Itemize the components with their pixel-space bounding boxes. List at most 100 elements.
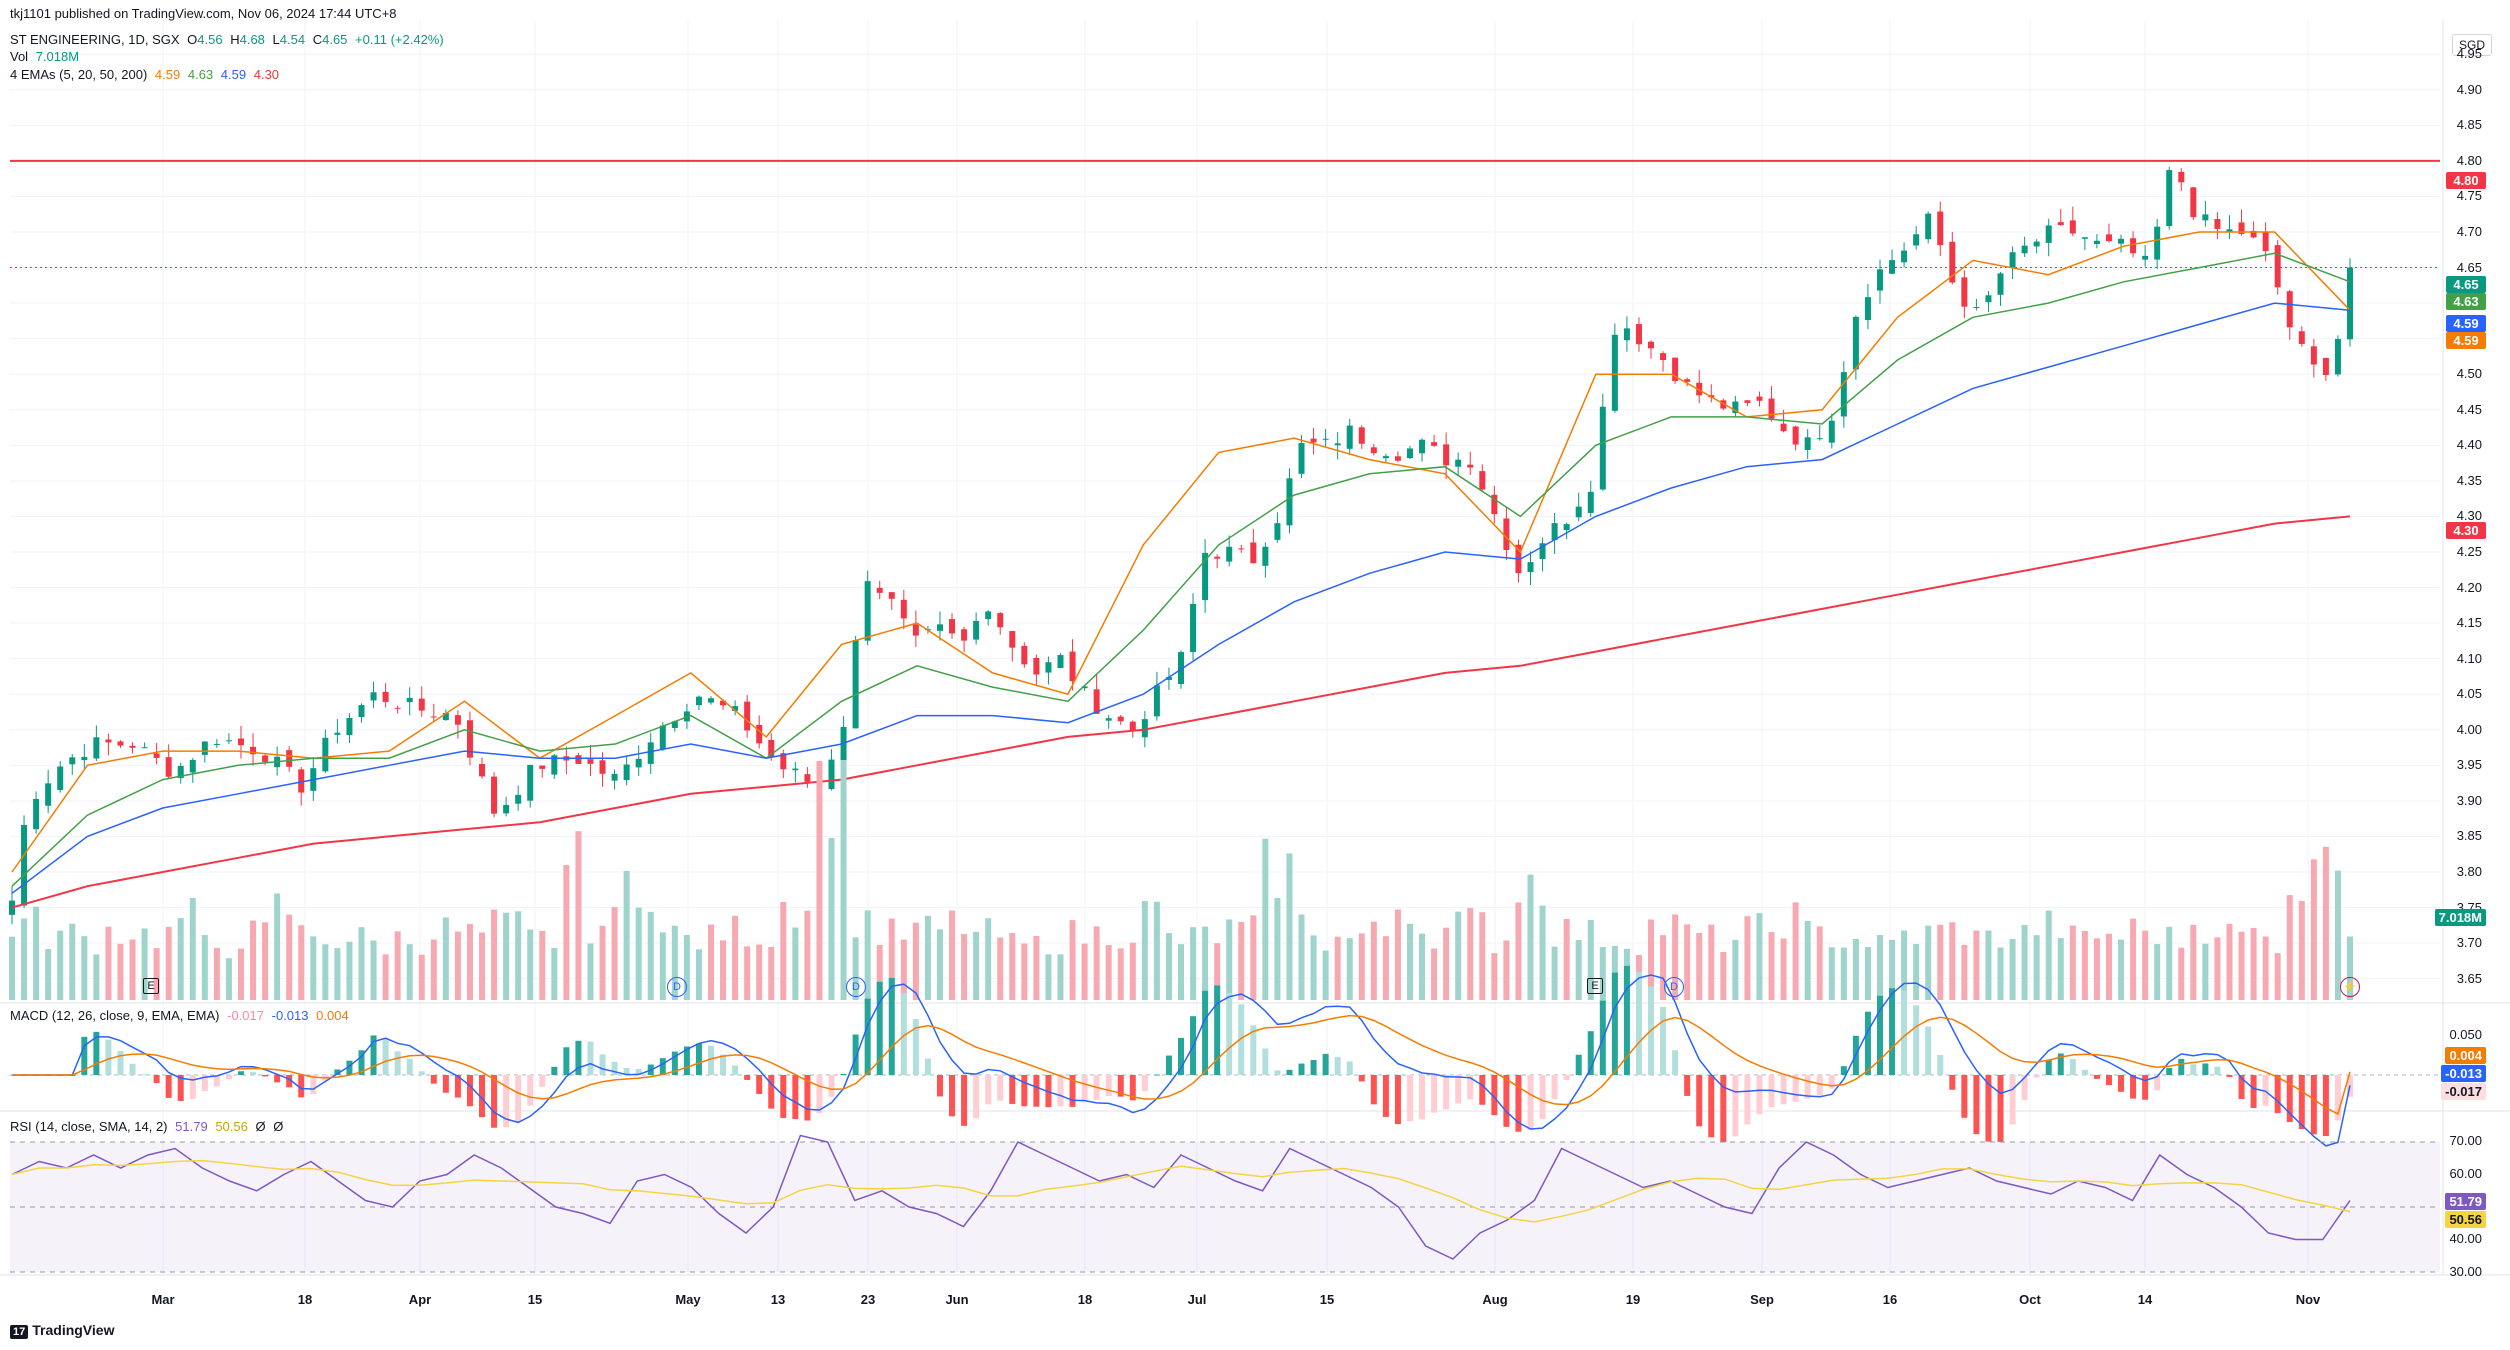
volume-label[interactable]: Vol [10, 49, 29, 64]
earnings-marker[interactable]: E [1587, 978, 1603, 994]
macd-histogram-bar [804, 1075, 811, 1121]
macd-histogram-bar [1672, 1050, 1679, 1075]
candle-body [165, 757, 172, 777]
volume-bar [1358, 933, 1365, 1000]
time-tick-label: 14 [2137, 1292, 2153, 1307]
macd-histogram-bar [298, 1075, 305, 1098]
candle-body [2154, 226, 2161, 260]
macd-histogram-bar [1178, 1037, 1184, 1075]
macd-histogram-bar [2105, 1075, 2112, 1086]
volume-bar [1262, 838, 1269, 1000]
candle-body [515, 794, 522, 804]
ema20-price-tag: 4.63 [2446, 293, 2486, 310]
ema20-line [11, 252, 2351, 887]
volume-bar [21, 918, 28, 1000]
candle-body [2069, 220, 2076, 234]
price-tick-label: 3.85 [2456, 828, 2482, 844]
candle-body [647, 742, 654, 764]
candle-body [2021, 245, 2028, 254]
price-tick-label: 4.00 [2456, 721, 2482, 737]
rsi-ma-tag: 50.56 [2445, 1211, 2486, 1228]
candle-body [358, 705, 365, 718]
macd-histogram-bar [635, 1068, 642, 1075]
macd-histogram-bar [1515, 1075, 1522, 1132]
volume-pane [9, 760, 2353, 1000]
candle-body [973, 620, 980, 640]
volume-bar [117, 943, 124, 1000]
candle-body [1684, 379, 1691, 382]
dividend-marker[interactable]: D [667, 977, 687, 997]
candle-body [1744, 400, 1751, 403]
candle-body [394, 707, 401, 709]
volume-bar [430, 939, 437, 1000]
low-label: L [272, 32, 280, 47]
currency-button[interactable]: SGD [2451, 34, 2492, 56]
candle-body [1093, 689, 1100, 714]
dividend-marker[interactable]: D [846, 977, 866, 997]
candle-body [1009, 631, 1016, 648]
symbol-name[interactable]: ST ENGINEERING, 1D, SGX [10, 32, 180, 47]
candle-body [1250, 542, 1257, 564]
candle-body [201, 741, 208, 755]
volume-bar [1756, 913, 1763, 1000]
published-text: tkj1101 published on TradingView.com, No… [10, 6, 397, 21]
macd-histogram-bar [2118, 1075, 2125, 1092]
lightning-icon[interactable]: ⚡ [2340, 977, 2360, 997]
rsi-label[interactable]: RSI (14, close, SMA, 14, 2) [10, 1119, 168, 1134]
candle-body [322, 737, 329, 772]
macd-histogram-bar [1057, 1075, 1064, 1107]
ema-label[interactable]: 4 EMAs (5, 20, 50, 200) [10, 67, 148, 82]
volume-bar [840, 760, 847, 1000]
volume-bar [346, 941, 353, 1000]
volume-bar [744, 946, 751, 1000]
volume-bar [165, 926, 172, 1000]
macd-histogram-bar [2130, 1075, 2137, 1099]
time-tick-label: Aug [1482, 1292, 1508, 1307]
price-tick-label: 4.50 [2456, 366, 2482, 382]
macd-histogram-bar [1744, 1075, 1751, 1125]
volume-bar [1009, 932, 1016, 1000]
candle-body [1925, 213, 1932, 240]
macd-histogram-bar [358, 1050, 365, 1075]
macd-histogram-bar [1503, 1075, 1510, 1127]
volume-bar [1455, 911, 1462, 1000]
macd-histogram-bar [334, 1069, 341, 1075]
macd-histogram-bar [2021, 1075, 2028, 1101]
candle-body [780, 753, 787, 770]
dividend-marker[interactable]: D [1664, 977, 1684, 997]
time-tick-label: Mar [151, 1292, 175, 1307]
volume-bar [503, 912, 510, 1000]
time-tick-label: 15 [527, 1292, 543, 1307]
volume-bar [1696, 932, 1703, 1000]
volume-bar [1419, 933, 1426, 1000]
volume-bar [1202, 926, 1209, 1000]
candle-body [418, 698, 425, 711]
macd-histogram-bar [1286, 1069, 1293, 1075]
price-tick-label: 4.75 [2456, 188, 2482, 204]
candle-body [1985, 295, 1992, 303]
macd-label[interactable]: MACD (12, 26, close, 9, EMA, EMA) [10, 1008, 220, 1023]
volume-bar [973, 931, 980, 1000]
volume-bar [406, 944, 413, 1000]
volume-bar [45, 949, 52, 1000]
candle-body [1635, 324, 1642, 345]
macd-histogram-bar [189, 1075, 196, 1099]
earnings-marker[interactable]: E [143, 978, 159, 994]
candle-body [1527, 562, 1534, 573]
macd-histogram-bar [1443, 1075, 1450, 1110]
macd-histogram-bar [346, 1060, 353, 1075]
macd-histogram-bar [454, 1075, 461, 1098]
macd-histogram-bar [1925, 1026, 1932, 1075]
macd-histogram-bar [2322, 1075, 2329, 1137]
tradingview-logo[interactable]: 17 TradingView [10, 1322, 114, 1339]
volume-bar [888, 918, 895, 1000]
price-tick-label: 4.05 [2456, 686, 2482, 702]
macd-histogram-bar [623, 1067, 630, 1075]
macd-histogram-bar [406, 1058, 413, 1075]
candle-body [961, 629, 968, 641]
candle-body [1732, 401, 1739, 414]
candle-body [876, 587, 883, 593]
volume-bar [768, 946, 775, 1000]
macd-histogram-bar [2250, 1075, 2257, 1108]
